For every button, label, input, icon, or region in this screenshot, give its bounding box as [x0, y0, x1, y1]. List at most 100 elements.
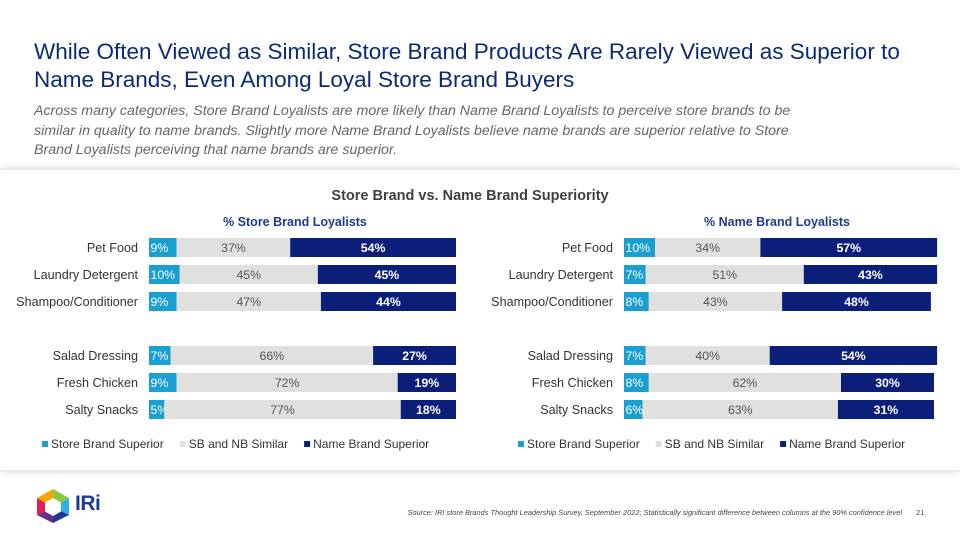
- bar-segment-store-brand-superior: [624, 238, 655, 257]
- bar-segment-similar: [645, 265, 804, 284]
- slide-subtitle: Across many categories, Store Brand Loya…: [34, 103, 791, 158]
- bar-segment-similar: [642, 400, 838, 419]
- legend-label-store-brand-superior: Store Brand Superior: [51, 437, 164, 451]
- data-label-store-brand-superior: 10%: [151, 268, 176, 282]
- data-label-store-brand-superior: 7%: [151, 349, 169, 363]
- bar-segment-store-brand-superior: [624, 400, 643, 419]
- data-label-store-brand-superior: 9%: [151, 376, 169, 390]
- category-label: Salad Dressing: [53, 349, 138, 363]
- data-label-similar: 37%: [221, 241, 246, 255]
- bar-segment-store-brand-superior: [624, 292, 649, 311]
- bar-segment-name-brand-superior: [837, 400, 934, 419]
- data-label-name-brand-superior: 30%: [875, 376, 900, 390]
- bar-segment-similar: [164, 400, 401, 419]
- data-label-similar: 77%: [270, 403, 295, 417]
- category-label: Shampoo/Conditioner: [491, 295, 613, 309]
- bar-segment-name-brand-superior: [400, 400, 456, 419]
- group-title-name-brand-loyalists: % Name Brand Loyalists: [704, 215, 850, 229]
- bar-segment-name-brand-superior: [290, 238, 456, 257]
- data-label-similar: 45%: [236, 268, 261, 282]
- bar-segment-name-brand-superior: [782, 292, 931, 311]
- data-label-name-brand-superior: 48%: [844, 295, 869, 309]
- data-label-name-brand-superior: 18%: [416, 403, 441, 417]
- category-label: Shampoo/Conditioner: [16, 295, 138, 309]
- bar-segment-store-brand-superior: [149, 292, 177, 311]
- category-label: Salty Snacks: [65, 403, 138, 417]
- category-label: Fresh Chicken: [532, 376, 613, 390]
- data-label-name-brand-superior: 19%: [415, 376, 440, 390]
- legend-label-store-brand-superior: Store Brand Superior: [527, 437, 640, 451]
- bar-segment-store-brand-superior: [149, 400, 165, 419]
- data-label-name-brand-superior: 44%: [376, 295, 401, 309]
- data-label-name-brand-superior: 54%: [361, 241, 386, 255]
- legend-swatch-name-brand-superior: [780, 441, 787, 447]
- bar-segment-name-brand-superior: [397, 373, 456, 392]
- group-title-store-brand-loyalists: % Store Brand Loyalists: [223, 215, 367, 229]
- data-label-similar: 47%: [236, 295, 261, 309]
- data-label-name-brand-superior: 27%: [402, 349, 427, 363]
- bar-segment-name-brand-superior: [373, 346, 456, 365]
- legend-swatch-similar: [179, 441, 186, 447]
- legend-label-name-brand-superior: Name Brand Superior: [313, 437, 429, 451]
- iri-logo-icon: [37, 489, 69, 523]
- bar-segment-name-brand-superior: [841, 373, 934, 392]
- bar-segment-similar: [648, 373, 841, 392]
- bar-segment-similar: [176, 373, 398, 392]
- category-label: Laundry Detergent: [509, 268, 614, 282]
- bar-segment-name-brand-superior: [769, 346, 938, 365]
- bar-segment-name-brand-superior: [760, 238, 938, 257]
- data-label-similar: 51%: [712, 268, 737, 282]
- legend-label-similar: SB and NB Similar: [665, 437, 764, 451]
- chart-title: Store Brand vs. Name Brand Superiority: [331, 188, 609, 204]
- data-label-name-brand-superior: 45%: [375, 268, 400, 282]
- bar-segment-similar: [655, 238, 761, 257]
- data-label-store-brand-superior: 7%: [626, 349, 644, 363]
- data-label-name-brand-superior: 54%: [841, 349, 866, 363]
- bar-segment-similar: [176, 238, 291, 257]
- data-label-similar: 43%: [703, 295, 728, 309]
- bar-segment-similar: [645, 346, 770, 365]
- legend-label-name-brand-superior: Name Brand Superior: [789, 437, 905, 451]
- bar-segment-similar: [179, 265, 318, 284]
- data-label-store-brand-superior: 9%: [151, 295, 169, 309]
- category-label: Pet Food: [87, 241, 138, 255]
- stacked-bar-charts: Pet Food 9% 37% 54% Laundry Detergent 10% 45% 4…: [16, 238, 938, 451]
- category-label: Laundry Detergent: [34, 268, 139, 282]
- bar-segment-similar: [176, 292, 321, 311]
- category-label: Fresh Chicken: [57, 376, 138, 390]
- data-label-name-brand-superior: 57%: [836, 241, 861, 255]
- data-label-name-brand-superior: 43%: [858, 268, 883, 282]
- bar-segment-store-brand-superior: [149, 265, 180, 284]
- source-note: Source: IRI store Brands Thought Leaders…: [407, 508, 903, 517]
- category-label: Pet Food: [562, 241, 613, 255]
- chart-panel: Store Brand vs. Name Brand Superiority %…: [0, 170, 960, 470]
- page-number: 21: [916, 508, 925, 517]
- bar-segment-store-brand-superior: [624, 346, 646, 365]
- iri-logo-text: IRi: [75, 492, 101, 515]
- bar-segment-name-brand-superior: [317, 265, 456, 284]
- data-label-similar: 34%: [695, 241, 720, 255]
- bar-segment-store-brand-superior: [149, 373, 177, 392]
- category-label: Salty Snacks: [540, 403, 613, 417]
- slide-title: While Often Viewed as Similar, Store Bra…: [34, 39, 900, 92]
- bar-segment-store-brand-superior: [624, 265, 646, 284]
- data-label-name-brand-superior: 31%: [874, 403, 899, 417]
- data-label-store-brand-superior: 9%: [151, 241, 169, 255]
- legend-swatch-similar: [655, 441, 662, 447]
- data-label-store-brand-superior: 5%: [151, 403, 169, 417]
- bar-segment-similar: [170, 346, 374, 365]
- legend-swatch-store-brand-superior: [518, 441, 524, 447]
- data-label-store-brand-superior: 7%: [626, 268, 644, 282]
- category-label: Salad Dressing: [528, 349, 613, 363]
- data-label-similar: 72%: [275, 376, 300, 390]
- data-label-store-brand-superior: 8%: [626, 376, 644, 390]
- data-label-store-brand-superior: 8%: [626, 295, 644, 309]
- bar-segment-store-brand-superior: [149, 346, 171, 365]
- bar-segment-store-brand-superior: [624, 373, 649, 392]
- data-label-similar: 40%: [695, 349, 720, 363]
- data-label-store-brand-superior: 6%: [626, 403, 644, 417]
- bar-segment-similar: [648, 292, 783, 311]
- bar-segment-name-brand-superior: [803, 265, 938, 284]
- data-label-similar: 63%: [728, 403, 753, 417]
- data-label-similar: 62%: [733, 376, 758, 390]
